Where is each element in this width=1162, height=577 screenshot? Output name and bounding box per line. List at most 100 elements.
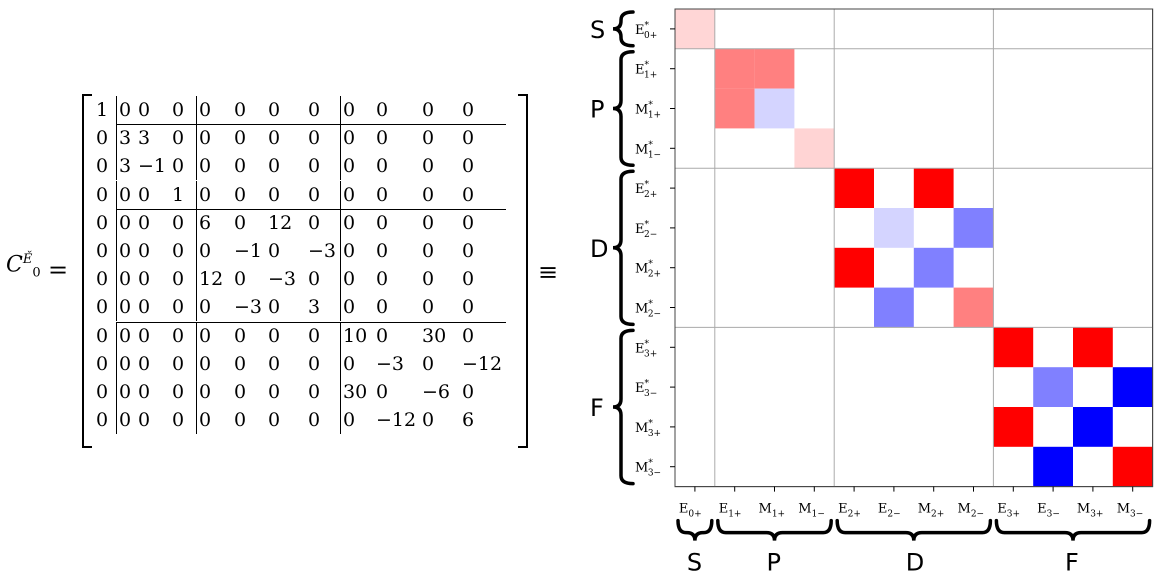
- row-label: M* 1+: [635, 101, 661, 121]
- matrix-separator: [116, 124, 506, 126]
- heatmap-cell: [913, 247, 954, 288]
- column-group-brace: [835, 518, 993, 541]
- column-group-label: D: [906, 549, 924, 577]
- matrix-row: 0 3 −1 0 0 0 0 0 0 0 0 0: [96, 152, 506, 181]
- right-bracket: [518, 94, 528, 448]
- matrix-cell: 0: [268, 127, 281, 150]
- matrix-cell: 0: [234, 324, 247, 347]
- matrix-cell: 0: [116, 377, 138, 406]
- row-group-label: D: [590, 235, 608, 263]
- matrix-cell: 0: [172, 409, 185, 432]
- heatmap-cell: [1112, 367, 1153, 407]
- matrix-cell: 0: [268, 296, 281, 319]
- matrix-cell: 0: [116, 349, 138, 378]
- column-group-label: F: [1065, 549, 1079, 577]
- matrix-cell: 3: [138, 127, 151, 150]
- matrix-cell: 0: [340, 406, 376, 435]
- matrix-cell: 0: [308, 324, 321, 347]
- matrix-cell: 0: [172, 296, 185, 319]
- row-label: E* 1+: [635, 61, 657, 81]
- heatmap-cell: [1033, 446, 1073, 487]
- row-group-label: S: [590, 16, 605, 44]
- matrix-cell: 0: [234, 183, 247, 206]
- matrix-cell: 0: [234, 127, 247, 150]
- matrix-row: 0 0 0 0 12 0 −3 0 0 0 0 0: [96, 265, 506, 294]
- matrix-cell: 0: [340, 152, 376, 181]
- matrix-separator: [116, 321, 506, 323]
- matrix-cell: 0: [268, 409, 281, 432]
- matrix-cell: 10: [340, 321, 376, 350]
- matrix-cell: 0: [138, 380, 151, 403]
- matrix-cell: 0: [172, 240, 185, 263]
- matrix-cell: 0: [268, 183, 281, 206]
- heatmap-cell: [834, 168, 874, 208]
- matrix-cell: 6: [196, 208, 234, 237]
- matrix-cell: 0: [196, 96, 234, 125]
- matrix-cell: 0: [234, 352, 247, 375]
- matrix-cell: 0: [96, 211, 109, 234]
- matrix-cell: 0: [422, 99, 435, 122]
- matrix-row: 0 0 0 0 0 −3 0 3 0 0 0 0: [96, 293, 506, 322]
- matrix-cell: 0: [96, 268, 109, 291]
- matrix-cell: 0: [116, 406, 138, 435]
- matrix-cell: 0: [172, 352, 185, 375]
- matrix-cell: 12: [268, 211, 293, 234]
- matrix-cell: 0: [138, 240, 151, 263]
- equals-sign: =: [48, 256, 69, 284]
- matrix-cell: 0: [422, 211, 435, 234]
- matrix-cell: 0: [340, 349, 376, 378]
- matrix-cell: 12: [196, 265, 234, 294]
- matrix-symbol-base: C: [6, 252, 23, 278]
- matrix-cell: 0: [422, 352, 435, 375]
- matrix-cell: 0: [422, 240, 435, 263]
- matrix-symbol-superscript: Ě: [22, 252, 33, 267]
- matrix-cell: −1: [138, 155, 167, 178]
- heatmap-cell: [834, 247, 874, 288]
- matrix-cell: 0: [96, 155, 109, 178]
- matrix-row: 0 0 0 0 0 0 0 0 0 −12 0 6: [96, 406, 506, 435]
- matrix-cell: 0: [268, 99, 281, 122]
- matrix-cell: 0: [308, 409, 321, 432]
- heatmap-cell: [714, 48, 755, 89]
- matrix-row: 0 0 0 0 0 0 0 0 0 −3 0 −12: [96, 349, 506, 378]
- matrix-cell: 0: [462, 380, 475, 403]
- matrix-cell: 0: [138, 268, 151, 291]
- matrix-cell: −3: [376, 352, 405, 375]
- column-label: M1+: [759, 502, 786, 520]
- matrix-cell: 0: [234, 155, 247, 178]
- column-group-brace: [994, 518, 1152, 541]
- matrix-cell: −3: [308, 240, 337, 263]
- row-group-brace: [612, 10, 635, 48]
- heatmap-cell: [953, 208, 994, 248]
- row-label: E* 3−: [635, 379, 657, 399]
- matrix-cell: 0: [138, 296, 151, 319]
- row-label: E* 2+: [635, 180, 657, 200]
- row-label: M* 2−: [635, 300, 661, 320]
- matrix-cell: 0: [172, 155, 185, 178]
- matrix-cell: 0: [116, 180, 138, 209]
- matrix-cell: 0: [116, 265, 138, 294]
- matrix-cell: 0: [462, 99, 475, 122]
- matrix-cell: 0: [268, 155, 281, 178]
- coefficient-matrix: 1 0 0 0 0 0 0 0 0 0 0 0 0 3 3 0 0 0 0 0 0 0 0 0 0 3 −1 0 0 0 0 0 0 0 0 0 0 0 0…: [82, 94, 528, 448]
- matrix-cell: 0: [340, 96, 376, 125]
- matrix-cell: 0: [138, 324, 151, 347]
- heatmap-cell: [874, 208, 914, 248]
- matrix-cell: 0: [196, 124, 234, 153]
- matrix-cell: 0: [234, 211, 247, 234]
- matrix-cell: 0: [308, 127, 321, 150]
- column-group-label: S: [687, 549, 702, 577]
- left-bracket: [82, 94, 92, 448]
- matrix-cell: 0: [116, 293, 138, 322]
- matrix-cell: 0: [422, 296, 435, 319]
- matrix-cell: 0: [96, 352, 109, 375]
- equivalence-sign: ≡: [538, 258, 559, 286]
- heatmap-cell: [675, 9, 715, 49]
- matrix-cell: 1: [172, 183, 185, 206]
- matrix-cell: 0: [96, 324, 109, 347]
- column-label: M1−: [798, 502, 825, 520]
- matrix-cell: 0: [196, 293, 234, 322]
- column-label: E1+: [719, 502, 742, 520]
